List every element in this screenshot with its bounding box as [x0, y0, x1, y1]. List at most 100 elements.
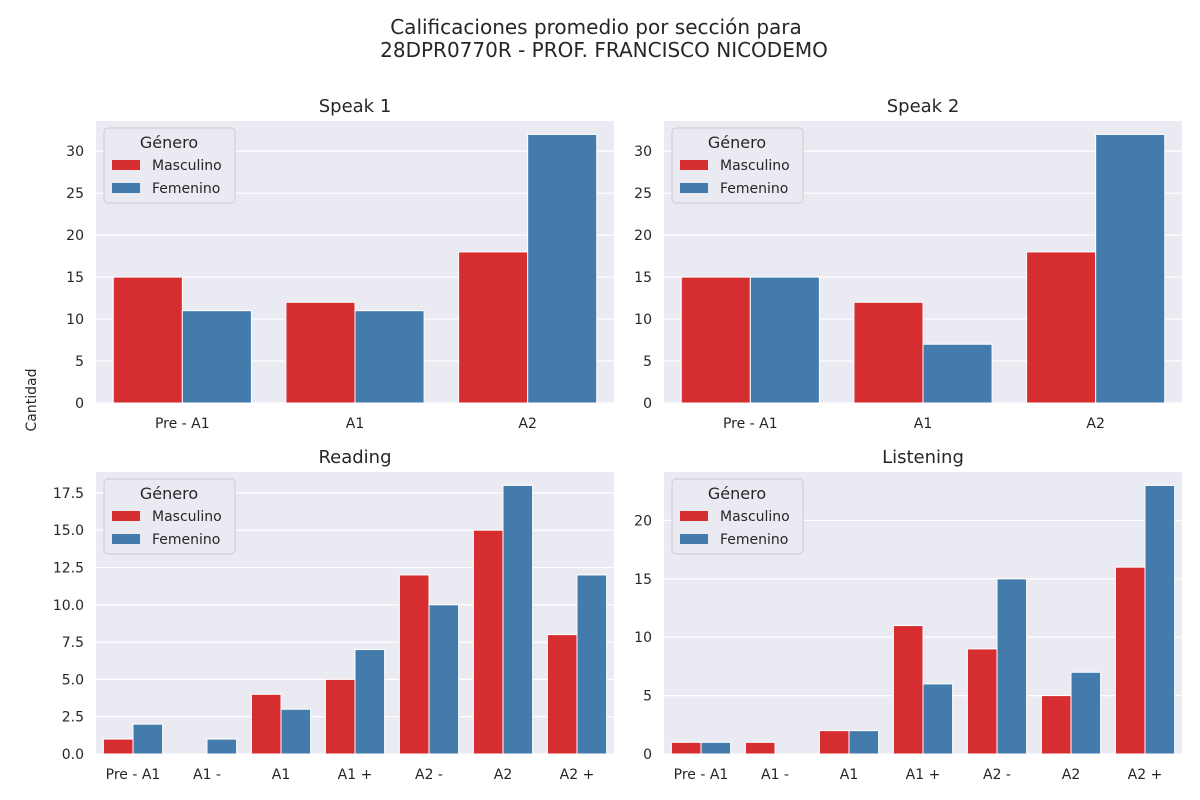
x-tick-label: A2 +: [1128, 767, 1163, 783]
bar-femenino-2: [1095, 133, 1166, 404]
y-tick-label: 5: [643, 689, 652, 705]
x-tick-label: Pre - A1: [155, 416, 210, 432]
y-tick-label: 20: [634, 228, 652, 244]
bar-femenino-1: [354, 310, 425, 404]
bar-masculino-2: [1026, 251, 1097, 404]
chart-speak-1: 0 5 10 15 20 25 30 Speak 1 Pre - A1 A1 A2 Género Mas…: [66, 96, 614, 432]
bar-masculino-2: [818, 730, 850, 755]
legend-swatch-masculino: [112, 160, 140, 170]
legend-swatch-femenino: [112, 183, 140, 193]
y-tick-label: 5.0: [62, 672, 84, 688]
chart-reading: 0.0 2.5 5.0 7.5 10.0 12.5 15.0 17.5 Reading Pre -…: [53, 447, 614, 783]
x-tick-label: A2: [1062, 767, 1080, 783]
legend-label-masculino: Masculino: [152, 509, 222, 525]
bar-masculino-0: [102, 738, 134, 755]
legend-swatch-masculino: [680, 511, 708, 521]
y-axis-label: Cantidad: [24, 369, 40, 432]
bar-masculino-3: [324, 678, 356, 755]
bar-masculino-2: [250, 693, 282, 755]
bar-masculino-2: [458, 251, 529, 404]
y-tick-label: 10.0: [53, 598, 84, 614]
bar-masculino-5: [1040, 695, 1072, 755]
x-tick-label: A2 -: [983, 767, 1011, 783]
legend-label-masculino: Masculino: [152, 158, 222, 174]
y-tick-label: 0: [643, 396, 652, 412]
legend-label-masculino: Masculino: [720, 509, 790, 525]
bar-masculino-0: [670, 741, 702, 755]
x-tick-label: A1: [840, 767, 858, 783]
y-tick-label: 0: [643, 747, 652, 763]
bar-femenino-3: [354, 649, 386, 755]
legend-label-masculino: Masculino: [720, 158, 790, 174]
bar-femenino-1: [922, 343, 993, 404]
subplot-title: Speak 2: [887, 96, 960, 117]
bar-masculino-1: [744, 741, 776, 755]
x-tick-label: Pre - A1: [723, 416, 778, 432]
y-tick-label: 30: [634, 144, 652, 160]
legend: Género Masculino Femenino: [103, 478, 236, 555]
y-tick-label: 15: [634, 572, 652, 588]
y-tick-label: 15.0: [53, 523, 84, 539]
legend-title: Género: [708, 133, 766, 152]
y-tick-label: 25: [66, 186, 84, 202]
bar-masculino-0: [680, 276, 751, 404]
y-tick-label: 20: [66, 228, 84, 244]
x-tick-label: A1 -: [193, 767, 221, 783]
y-tick-label: 15: [66, 270, 84, 286]
bar-masculino-0: [112, 276, 183, 404]
legend-label-femenino: Femenino: [720, 181, 788, 197]
x-tick-label: A2: [494, 767, 512, 783]
bar-femenino-2: [527, 133, 598, 404]
y-tick-label: 25: [634, 186, 652, 202]
legend-title: Género: [140, 133, 198, 152]
bar-masculino-1: [285, 301, 356, 404]
chart-speak-2: 0 5 10 15 20 25 30 Speak 2 Pre - A1 A1 A2 Género Mas…: [634, 96, 1182, 432]
x-tick-label: A1 -: [761, 767, 789, 783]
bar-femenino-6: [576, 574, 608, 755]
bar-femenino-0: [749, 276, 820, 404]
bar-femenino-2: [280, 708, 312, 755]
x-tick-label: A1: [272, 767, 290, 783]
legend: Género Masculino Femenino: [103, 127, 236, 204]
x-tick-label: A1: [914, 416, 932, 432]
bar-femenino-0: [181, 310, 252, 404]
chart-listening: 0 5 10 15 20 Listening Pre - A1 A1 - A1 A1 + A2 - A…: [634, 447, 1182, 783]
bar-femenino-4: [996, 578, 1028, 755]
y-tick-label: 10: [634, 312, 652, 328]
y-tick-label: 5: [75, 354, 84, 370]
subplot-title: Speak 1: [319, 96, 392, 117]
legend-title: Género: [140, 484, 198, 503]
bar-femenino-5: [502, 484, 534, 755]
x-tick-label: A1 +: [338, 767, 373, 783]
x-tick-label: A1: [346, 416, 364, 432]
subplot-title: Reading: [318, 447, 391, 468]
y-tick-label: 10: [634, 630, 652, 646]
y-tick-label: 7.5: [62, 635, 84, 651]
legend-swatch-femenino: [680, 534, 708, 544]
legend-swatch-femenino: [680, 183, 708, 193]
bar-masculino-1: [853, 301, 924, 404]
subplots: 0 5 10 15 20 25 30 Speak 1 Pre - A1 A1 A2 Género Mas…: [53, 96, 1182, 783]
bar-femenino-6: [1144, 484, 1176, 755]
x-tick-label: Pre - A1: [674, 767, 729, 783]
bar-femenino-0: [132, 723, 164, 755]
figure-title-line-1: Calificaciones promedio por sección para: [390, 15, 802, 39]
legend: Género Masculino Femenino: [671, 127, 804, 204]
legend-label-femenino: Femenino: [720, 532, 788, 548]
bar-masculino-5: [472, 529, 504, 755]
legend-label-femenino: Femenino: [152, 532, 220, 548]
y-tick-label: 15: [634, 270, 652, 286]
legend-title: Género: [708, 484, 766, 503]
figure-title-line-2: 28DPR0770R - PROF. FRANCISCO NICODEMO: [380, 38, 828, 62]
x-tick-label: A2 +: [560, 767, 595, 783]
x-tick-label: A1 +: [906, 767, 941, 783]
legend-swatch-masculino: [112, 511, 140, 521]
x-tick-label: A2 -: [415, 767, 443, 783]
y-tick-label: 20: [634, 513, 652, 529]
y-tick-label: 0.0: [62, 747, 84, 763]
bar-masculino-4: [398, 574, 430, 755]
y-tick-label: 0: [75, 396, 84, 412]
legend-swatch-femenino: [112, 534, 140, 544]
legend-swatch-masculino: [680, 160, 708, 170]
